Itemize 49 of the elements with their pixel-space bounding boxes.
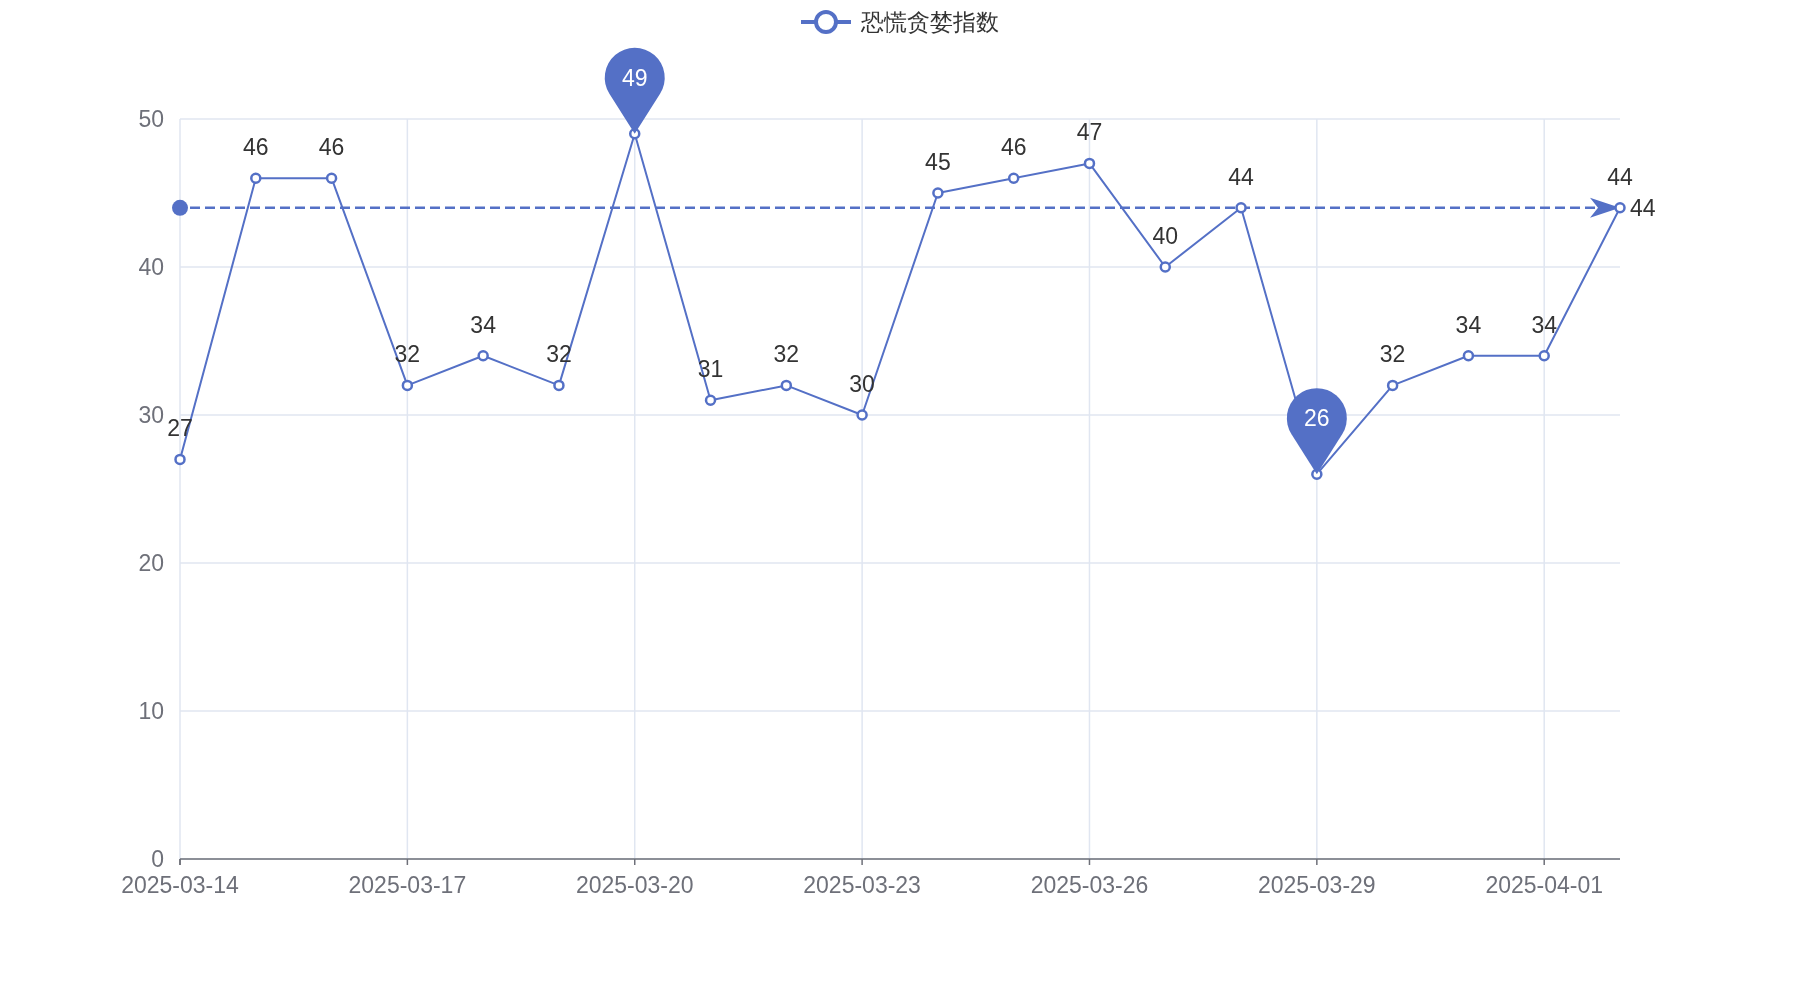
data-label: 46 (318, 134, 345, 161)
point (1462, 350, 1475, 362)
data-label: 40 (1152, 223, 1179, 249)
y-tick-label: 20 (138, 550, 164, 576)
point (250, 172, 262, 184)
point (553, 379, 565, 392)
annotation: 49 (621, 64, 648, 91)
data-label: 34 (470, 311, 497, 338)
data-label: 45 (925, 149, 951, 175)
x-tick-label: 2025-03-23 (803, 872, 921, 898)
x-tick-label: 2025-04-01 (1485, 872, 1604, 898)
y-tick-label: 0 (151, 846, 164, 872)
point (174, 453, 186, 466)
ref-line-label: 44 (1630, 194, 1656, 221)
x-tick-label: 2025-03-20 (575, 872, 694, 898)
point (401, 379, 414, 392)
point (1083, 157, 1096, 170)
point (325, 172, 338, 184)
point (1614, 202, 1626, 214)
point (704, 394, 717, 406)
y-tick-label: 30 (138, 402, 164, 428)
data-label: 32 (773, 341, 800, 368)
point (1007, 172, 1020, 184)
x-tick-label: 2025-03-29 (1258, 872, 1376, 898)
data-label: 32 (1379, 341, 1406, 368)
legend: 恐慌贪婪指数 (801, 9, 999, 35)
y-tick-label: 10 (138, 698, 164, 724)
point (1235, 202, 1247, 214)
y-tick-label: 40 (138, 254, 164, 280)
data-label: 34 (1531, 311, 1558, 338)
point (1159, 261, 1172, 273)
x-tick-label: 2025-03-14 (121, 872, 240, 898)
data-label: 46 (1000, 134, 1027, 161)
data-label: 44 (1607, 163, 1633, 190)
point (780, 379, 793, 392)
point (856, 409, 868, 421)
data-label: 34 (1455, 311, 1482, 338)
y-tick-label: 50 (138, 106, 164, 132)
point (932, 187, 944, 199)
x-tick-label: 2025-03-26 (1030, 872, 1149, 898)
x-tick-label: 2025-03-17 (348, 872, 467, 898)
data-label: 44 (1228, 163, 1255, 190)
annotation: 26 (1304, 405, 1330, 432)
data-label: 46 (242, 134, 269, 161)
point (1538, 350, 1550, 362)
data-label: 47 (1076, 119, 1103, 146)
point (1386, 379, 1399, 392)
legend-label: 恐慌贪婪指数 (860, 9, 999, 35)
point (477, 350, 489, 362)
